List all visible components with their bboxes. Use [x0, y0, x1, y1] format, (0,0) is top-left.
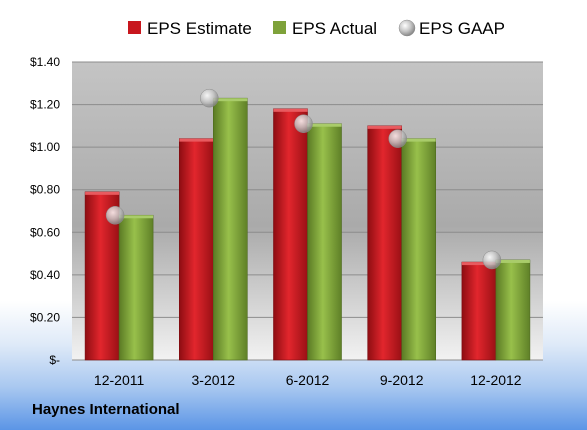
bars: [84, 97, 531, 361]
gaap-marker: [294, 114, 313, 133]
company-label: Haynes International: [32, 401, 180, 418]
y-tick-label: $0.40: [30, 268, 60, 282]
legend-label: EPS GAAP: [419, 19, 505, 38]
bar-eps-actual: [495, 259, 531, 361]
bar-eps-estimate: [273, 108, 308, 361]
legend-label: EPS Estimate: [147, 19, 252, 38]
y-axis: $- $0.20 $0.40 $0.60 $0.80 $1.00 $1.20 $1.40: [30, 55, 60, 367]
legend: EPS Estimate EPS Actual EPS GAAP: [128, 19, 505, 38]
legend-swatch: [128, 21, 141, 34]
legend-item: EPS Actual: [273, 19, 377, 38]
y-tick-label: $0.60: [30, 225, 60, 239]
y-tick-label: $0.80: [30, 183, 60, 197]
gaap-marker: [105, 206, 125, 225]
bar-eps-estimate: [367, 125, 403, 361]
y-tick-label: $-: [49, 353, 60, 367]
gaap-markers: [105, 88, 502, 270]
x-category-label: 3-2012: [192, 372, 236, 388]
bar-eps-actual: [118, 214, 154, 361]
x-category-label: 12-2012: [470, 372, 522, 388]
y-tick-label: $1.40: [30, 55, 60, 69]
gaap-marker: [388, 129, 407, 148]
x-axis: 12-2011 3-2012 6-2012 9-2012 12-2012: [94, 372, 522, 388]
gaap-marker: [200, 88, 219, 108]
gaap-marker: [482, 250, 502, 270]
legend-item: EPS Estimate: [128, 19, 252, 38]
bar-eps-actual: [213, 97, 248, 361]
bar-eps-actual: [401, 138, 437, 361]
x-category-label: 12-2011: [94, 372, 145, 388]
legend-swatch: [273, 21, 286, 34]
legend-swatch: [398, 19, 416, 37]
bar-eps-estimate: [179, 138, 214, 361]
bar-eps-actual: [307, 123, 342, 361]
legend-item: EPS GAAP: [398, 19, 505, 38]
x-category-label: 9-2012: [380, 372, 424, 388]
y-tick-label: $0.20: [30, 310, 60, 324]
y-tick-label: $1.20: [30, 98, 60, 112]
y-tick-label: $1.00: [30, 140, 60, 154]
legend-label: EPS Actual: [292, 19, 377, 38]
bar-eps-estimate: [461, 261, 497, 361]
x-category-label: 6-2012: [286, 372, 330, 388]
